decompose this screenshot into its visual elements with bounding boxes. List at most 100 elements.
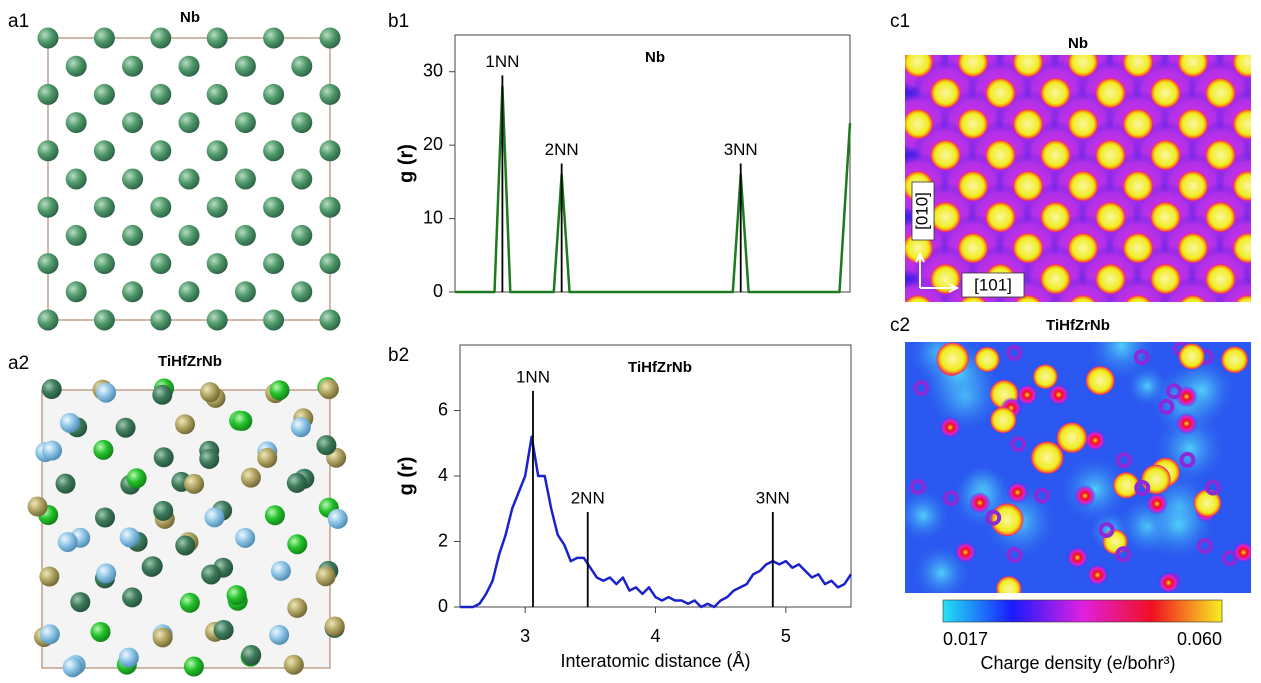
atom [227,585,247,605]
chart-title: TiHfZrNb [628,359,692,376]
atom [127,468,147,488]
density-core [1233,541,1255,563]
atom [150,253,171,274]
atom [320,197,341,218]
panel-label: c2 [890,315,910,336]
atom [60,413,80,433]
density-core [1176,413,1198,435]
atom [179,169,200,190]
atom [320,140,341,161]
atom [175,536,195,556]
y-tick-label: 0 [438,596,448,616]
data-line [460,437,851,607]
annotation: 2NN [545,140,579,159]
atom [316,566,336,586]
atom [122,281,143,302]
atom [154,447,174,467]
density-core [1096,78,1126,108]
density-core [969,492,991,514]
density-core [954,541,976,563]
y-tick-label: 20 [423,134,443,154]
atom [291,112,312,133]
plot-frame [455,35,850,292]
density-core [1221,346,1248,373]
density-core [1041,78,1071,108]
x-tick-label: 3 [520,626,530,646]
annotation: 1NN [485,52,519,71]
density-core [1068,233,1098,263]
atom [316,435,336,455]
atom [179,225,200,246]
density-core [1158,572,1180,594]
chart-title: Nb [645,49,665,66]
panel-label: a2 [8,353,29,374]
atom [122,225,143,246]
y-tick-label: 10 [423,207,443,227]
density-core [1031,441,1063,473]
atom [40,624,60,644]
atom [179,281,200,302]
density-core [1123,47,1153,77]
atom [270,380,290,400]
density-core [1178,47,1208,77]
density-core [1086,366,1115,395]
atom [152,385,172,405]
figure: a1 Nb a2 TiHfZrNb c1 Nb c2 TiHfZrNb [010… [0,0,1261,683]
colorbar-tick-label: 0.017 [943,629,988,649]
density-core [1146,493,1168,515]
atom [263,310,284,331]
density-core [1066,547,1088,569]
atom [287,534,307,554]
density-core [958,233,988,263]
density-core [1007,481,1029,503]
atom [287,598,307,618]
atom [184,657,204,677]
atom [263,140,284,161]
atom [235,112,256,133]
atom [207,253,228,274]
atom [122,112,143,133]
atom [38,28,59,49]
density-core [991,503,1024,536]
atom [320,28,341,49]
atom [320,84,341,105]
atom [235,225,256,246]
atom [63,657,83,677]
atom [184,474,204,494]
density-core [1013,233,1043,263]
atom [66,56,87,77]
atom [207,310,228,331]
atom [94,84,115,105]
atom [96,383,116,403]
atom [263,197,284,218]
density-core [903,109,933,139]
atom [180,593,200,613]
density-core [1151,264,1181,294]
atom [325,616,345,636]
density-core [1151,78,1181,108]
atom [91,622,111,642]
atom [28,497,48,517]
atom [207,140,228,161]
density-core [1123,233,1153,263]
atom [257,448,277,468]
atom [150,310,171,331]
atom [263,28,284,49]
density-core [936,343,968,375]
density-core [975,347,1000,372]
direction-label: [101] [974,275,1012,294]
density-core [1041,202,1071,232]
density-core [1013,47,1043,77]
density-core [1013,171,1043,201]
density-core [990,407,1016,433]
density-core [939,416,961,438]
y-axis-label: g (r) [395,457,417,496]
density-core [1074,485,1096,507]
density-core [996,576,1021,601]
density-core [1206,78,1236,108]
panel-label: b2 [388,345,409,366]
density-core [1103,530,1128,555]
atom [150,197,171,218]
atom [96,563,116,583]
atom [207,84,228,105]
